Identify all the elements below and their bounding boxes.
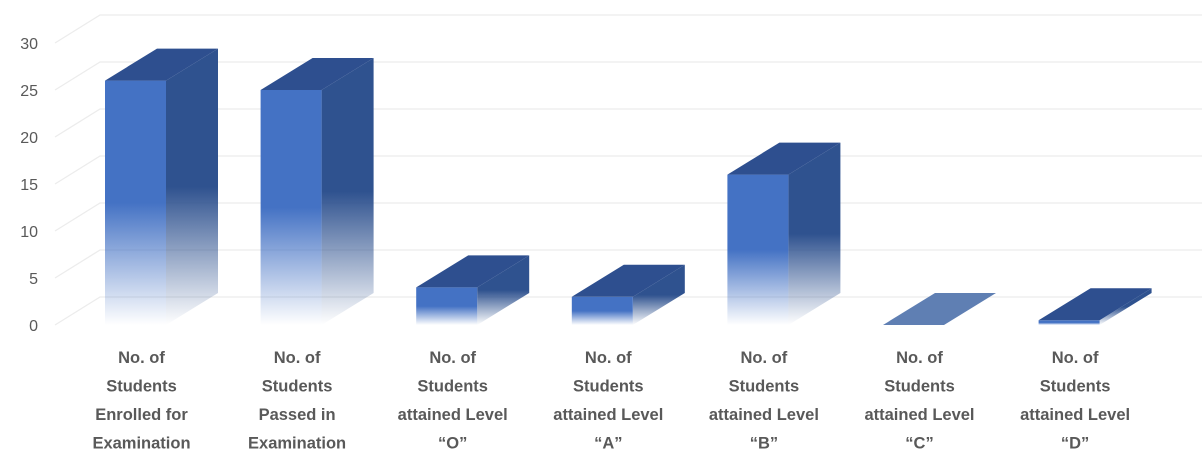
bar bbox=[571, 264, 685, 325]
gridline bbox=[54, 108, 1202, 138]
bar-top-face bbox=[883, 293, 996, 325]
y-tick-label: 5 bbox=[29, 271, 38, 288]
category-label: No. of bbox=[274, 349, 321, 367]
bar-side-face bbox=[477, 255, 530, 325]
bar bbox=[105, 48, 218, 325]
bar bbox=[416, 255, 530, 325]
bar bbox=[727, 142, 841, 325]
bar-top-face bbox=[105, 48, 218, 81]
category-label: attained Level bbox=[553, 406, 663, 424]
category-label: Students bbox=[417, 378, 488, 396]
category-label: Examination bbox=[92, 435, 190, 453]
bar-front-face bbox=[727, 174, 789, 325]
category-label: attained Level bbox=[1020, 406, 1130, 424]
bars bbox=[105, 48, 1152, 325]
category-label: attained Level bbox=[864, 406, 974, 424]
bar-front-face bbox=[260, 90, 322, 325]
y-tick-label: 20 bbox=[20, 130, 38, 147]
category-label: Students bbox=[573, 378, 644, 396]
y-axis-ticks: 0 5 10 15 20 25 30 bbox=[20, 36, 38, 335]
y-tick-label: 0 bbox=[29, 318, 38, 335]
bar bbox=[260, 58, 374, 325]
category-label: “C” bbox=[905, 435, 933, 453]
category-label: No. of bbox=[741, 349, 788, 367]
category-label: No. of bbox=[1052, 349, 1099, 367]
bar-top-face bbox=[1038, 288, 1152, 321]
bar-top-face bbox=[416, 255, 530, 288]
category-label: “O” bbox=[438, 435, 467, 453]
x-axis-categories: No. of Students Enrolled for Examination No.… bbox=[92, 349, 1130, 453]
category-label: No. of bbox=[896, 349, 943, 367]
category-label: Students bbox=[884, 378, 955, 396]
gridline bbox=[54, 155, 1202, 185]
category-label: No. of bbox=[429, 349, 476, 367]
bar-side-face bbox=[788, 142, 841, 325]
gridline bbox=[54, 296, 1202, 326]
category-label: Students bbox=[262, 378, 333, 396]
category-label: “D” bbox=[1061, 435, 1089, 453]
bar bbox=[883, 293, 996, 325]
category-label: Students bbox=[729, 378, 800, 396]
category-label: Students bbox=[106, 378, 177, 396]
gridline bbox=[54, 202, 1202, 232]
bar bbox=[1038, 288, 1152, 325]
category-label: “B” bbox=[750, 435, 778, 453]
y-tick-label: 30 bbox=[20, 36, 38, 53]
y-tick-label: 15 bbox=[20, 177, 38, 194]
category-label: No. of bbox=[585, 349, 632, 367]
bar-top-face bbox=[571, 264, 685, 297]
gridlines bbox=[54, 14, 1202, 326]
gridline bbox=[54, 61, 1202, 91]
category-label: Passed in bbox=[259, 406, 336, 424]
bar-top-face bbox=[260, 58, 374, 90]
bar-front-face bbox=[105, 80, 166, 325]
category-label: No. of bbox=[118, 349, 165, 367]
bar-front-face bbox=[571, 296, 633, 325]
bar-side-face bbox=[166, 48, 218, 325]
category-label: Enrolled for bbox=[95, 406, 188, 424]
category-label: “A” bbox=[594, 435, 622, 453]
bar-side-face bbox=[321, 58, 374, 325]
y-tick-label: 25 bbox=[20, 83, 38, 100]
bar-side-face bbox=[1099, 288, 1152, 325]
bar-top-face bbox=[727, 142, 841, 175]
category-label: Examination bbox=[248, 435, 346, 453]
category-label: Students bbox=[1040, 378, 1111, 396]
gridline bbox=[54, 14, 1202, 44]
bar-front-face bbox=[416, 287, 478, 325]
y-tick-label: 10 bbox=[20, 224, 38, 241]
bar-front-face bbox=[1038, 320, 1100, 325]
category-label: attained Level bbox=[709, 406, 819, 424]
bar-side-face bbox=[632, 264, 685, 325]
category-label: attained Level bbox=[398, 406, 508, 424]
